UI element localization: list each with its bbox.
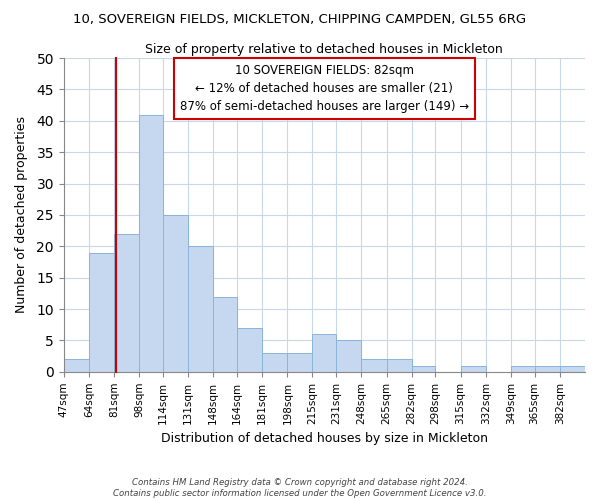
Bar — [461, 366, 486, 372]
Bar — [188, 246, 213, 372]
Title: Size of property relative to detached houses in Mickleton: Size of property relative to detached ho… — [145, 42, 503, 56]
Bar — [262, 353, 287, 372]
Bar — [535, 366, 560, 372]
Text: 10, SOVEREIGN FIELDS, MICKLETON, CHIPPING CAMPDEN, GL55 6RG: 10, SOVEREIGN FIELDS, MICKLETON, CHIPPIN… — [73, 12, 527, 26]
Text: 10 SOVEREIGN FIELDS: 82sqm
← 12% of detached houses are smaller (21)
87% of semi: 10 SOVEREIGN FIELDS: 82sqm ← 12% of deta… — [180, 64, 469, 114]
Y-axis label: Number of detached properties: Number of detached properties — [15, 116, 28, 314]
Text: Contains HM Land Registry data © Crown copyright and database right 2024.
Contai: Contains HM Land Registry data © Crown c… — [113, 478, 487, 498]
Bar — [361, 360, 386, 372]
Bar — [336, 340, 361, 372]
Bar — [511, 366, 535, 372]
Bar — [114, 234, 139, 372]
Bar — [313, 334, 336, 372]
X-axis label: Distribution of detached houses by size in Mickleton: Distribution of detached houses by size … — [161, 432, 488, 445]
Bar — [139, 114, 163, 372]
Bar — [237, 328, 262, 372]
Bar — [163, 215, 188, 372]
Bar — [412, 366, 436, 372]
Bar — [386, 360, 412, 372]
Bar — [287, 353, 313, 372]
Bar — [89, 252, 114, 372]
Bar — [213, 296, 237, 372]
Bar — [560, 366, 585, 372]
Bar — [64, 360, 89, 372]
